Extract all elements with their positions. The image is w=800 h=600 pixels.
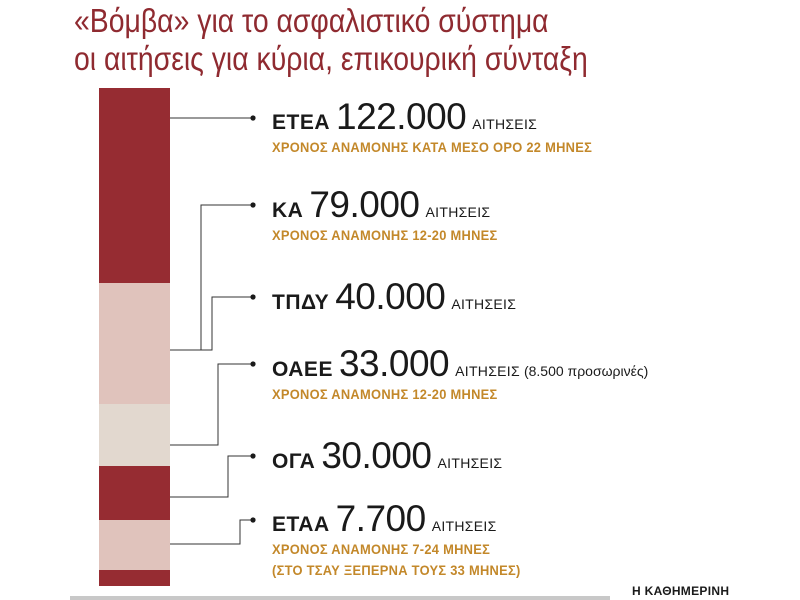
bar-segment-ΤΠΔΥ bbox=[99, 404, 170, 466]
waiting-time-note: ΧΡΟΝΟΣ ΑΝΑΜΟΝΗΣ 7-24 ΜΗΝΕΣ bbox=[272, 541, 491, 557]
footer-rule bbox=[70, 596, 610, 600]
application-count: 122.000 bbox=[336, 96, 467, 137]
bar-segment-ΕΤΑΑ bbox=[99, 570, 170, 586]
data-label-ΕΤΕΑ: ΕΤΕΑ 122.000 ΑΙΤΗΣΕΙΣ bbox=[272, 96, 537, 138]
source-credit: Η ΚΑΘΗΜΕΡΙΝΗ bbox=[632, 584, 730, 598]
fund-name: ΟΑΕΕ bbox=[272, 358, 333, 381]
fund-name: ΚΑ bbox=[272, 199, 304, 222]
provisional-note: (8.500 προσωρινές) bbox=[523, 363, 649, 379]
fund-name: ΕΤΑΑ bbox=[272, 513, 330, 536]
fund-name: ΟΓΑ bbox=[272, 450, 316, 473]
leader-dot bbox=[250, 453, 256, 459]
leader-dot bbox=[250, 294, 256, 300]
chart-title-line-2: οι αιτήσεις για κύρια, επικουρική σύνταξ… bbox=[74, 40, 588, 77]
leader-dot bbox=[250, 517, 256, 523]
leader-line-ΕΤΕΑ bbox=[170, 115, 256, 121]
application-count: 79.000 bbox=[309, 184, 420, 225]
chart-title-line-1: «Βόμβα» για το ασφαλιστικό σύστημα bbox=[74, 2, 549, 39]
waiting-time-note: ΧΡΟΝΟΣ ΑΝΑΜΟΝΗΣ 12-20 ΜΗΝΕΣ bbox=[272, 386, 498, 402]
waiting-time-note: (ΣΤΟ ΤΣΑΥ ΞΕΠΕΡΝΑ ΤΟΥΣ 33 ΜΗΝΕΣ) bbox=[272, 562, 521, 578]
waiting-time-note: ΧΡΟΝΟΣ ΑΝΑΜΟΝΗΣ 12-20 ΜΗΝΕΣ bbox=[272, 227, 498, 243]
leader-dot bbox=[250, 202, 256, 208]
leader-line-ΤΠΔΥ bbox=[170, 294, 256, 351]
bar-segment-ΟΑΕΕ bbox=[99, 466, 170, 520]
data-label-ΕΤΑΑ: ΕΤΑΑ 7.700 ΑΙΤΗΣΕΙΣ bbox=[272, 498, 497, 540]
data-label-ΚΑ: ΚΑ 79.000 ΑΙΤΗΣΕΙΣ bbox=[272, 184, 490, 226]
application-count: 33.000 bbox=[338, 343, 450, 384]
leader-dot bbox=[250, 115, 256, 121]
data-label-ΟΑΕΕ: ΟΑΕΕ 33.000 ΑΙΤΗΣΕΙΣ (8.500 προσωρινές) bbox=[272, 343, 648, 385]
unit-label: ΑΙΤΗΣΕΙΣ bbox=[437, 455, 503, 471]
bar-segment-ΟΓΑ bbox=[99, 520, 170, 570]
unit-label: ΑΙΤΗΣΕΙΣ bbox=[425, 204, 491, 220]
application-count: 30.000 bbox=[321, 435, 432, 476]
application-count: 40.000 bbox=[335, 276, 446, 317]
leader-line-ΟΑΕΕ bbox=[170, 361, 256, 446]
data-label-ΤΠΔΥ: ΤΠΔΥ 40.000 ΑΙΤΗΣΕΙΣ bbox=[272, 276, 516, 318]
leader-line-ΚΑ bbox=[170, 202, 256, 351]
unit-label: ΑΙΤΗΣΕΙΣ bbox=[472, 116, 538, 132]
bar-segment-ΕΤΕΑ bbox=[99, 88, 170, 283]
unit-label: ΑΙΤΗΣΕΙΣ bbox=[455, 363, 520, 379]
unit-label: ΑΙΤΗΣΕΙΣ bbox=[451, 296, 517, 312]
unit-label: ΑΙΤΗΣΕΙΣ bbox=[431, 518, 497, 534]
fund-name: ΤΠΔΥ bbox=[272, 291, 330, 314]
leader-line-ΟΓΑ bbox=[170, 453, 256, 498]
data-label-ΟΓΑ: ΟΓΑ 30.000 ΑΙΤΗΣΕΙΣ bbox=[272, 435, 502, 477]
application-count: 7.700 bbox=[335, 498, 427, 539]
leader-line-ΕΤΑΑ bbox=[170, 517, 256, 545]
bar-segment-ΚΑ bbox=[99, 283, 170, 404]
waiting-time-note: ΧΡΟΝΟΣ ΑΝΑΜΟΝΗΣ ΚΑΤΑ ΜΕΣΟ ΟΡΟ 22 ΜΗΝΕΣ bbox=[272, 139, 593, 155]
leader-dot bbox=[250, 361, 256, 367]
fund-name: ΕΤΕΑ bbox=[272, 111, 331, 134]
